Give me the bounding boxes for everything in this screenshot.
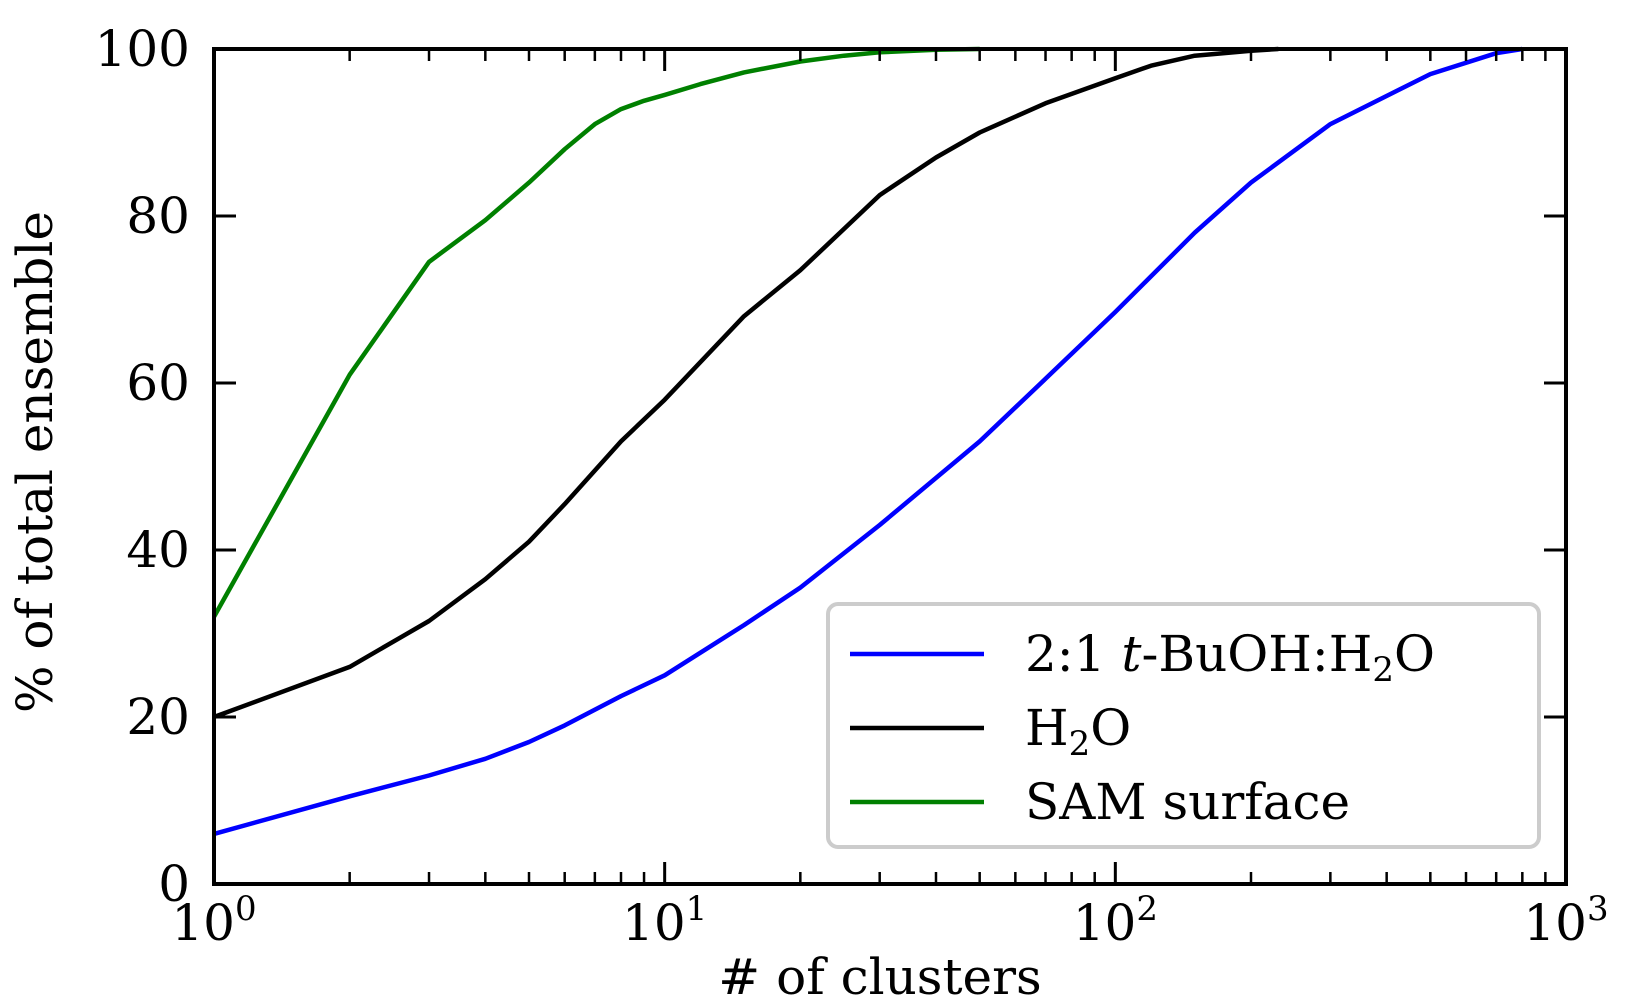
y-tick-label: 80 bbox=[126, 187, 190, 245]
x-tick-label: 102 bbox=[1073, 889, 1158, 952]
x-tick-label: 103 bbox=[1523, 889, 1608, 952]
y-tick-label: 20 bbox=[126, 688, 190, 746]
x-tick-label: 100 bbox=[171, 889, 256, 952]
series-line bbox=[213, 46, 1279, 720]
legend: 2:1 t-BuOH:H2O H2O SAM surface bbox=[826, 602, 1541, 849]
series-layer bbox=[212, 46, 1523, 837]
series-line bbox=[212, 46, 980, 618]
y-tick-label: 100 bbox=[95, 20, 190, 78]
legend-label: 2:1 t-BuOH:H2O bbox=[1025, 625, 1435, 690]
y-tick-label: 60 bbox=[126, 354, 190, 412]
tick-layer: 100 101 102 103 0 20 40 60 80 100 bbox=[95, 20, 1609, 952]
legend-label: SAM surface bbox=[1025, 773, 1350, 831]
plot-frame bbox=[212, 47, 1568, 886]
x-axis-label: # of clusters bbox=[718, 948, 1041, 1000]
legend-label: H2O bbox=[1025, 699, 1131, 764]
y-tick-label: 0 bbox=[158, 855, 190, 913]
x-tick-label: 101 bbox=[622, 889, 707, 952]
y-axis-label: % of total ensemble bbox=[6, 211, 64, 713]
legend-box bbox=[826, 602, 1541, 849]
legend-items: 2:1 t-BuOH:H2O H2O SAM surface bbox=[850, 625, 1435, 831]
y-tick-label: 40 bbox=[126, 521, 190, 579]
series-line bbox=[213, 46, 1523, 837]
